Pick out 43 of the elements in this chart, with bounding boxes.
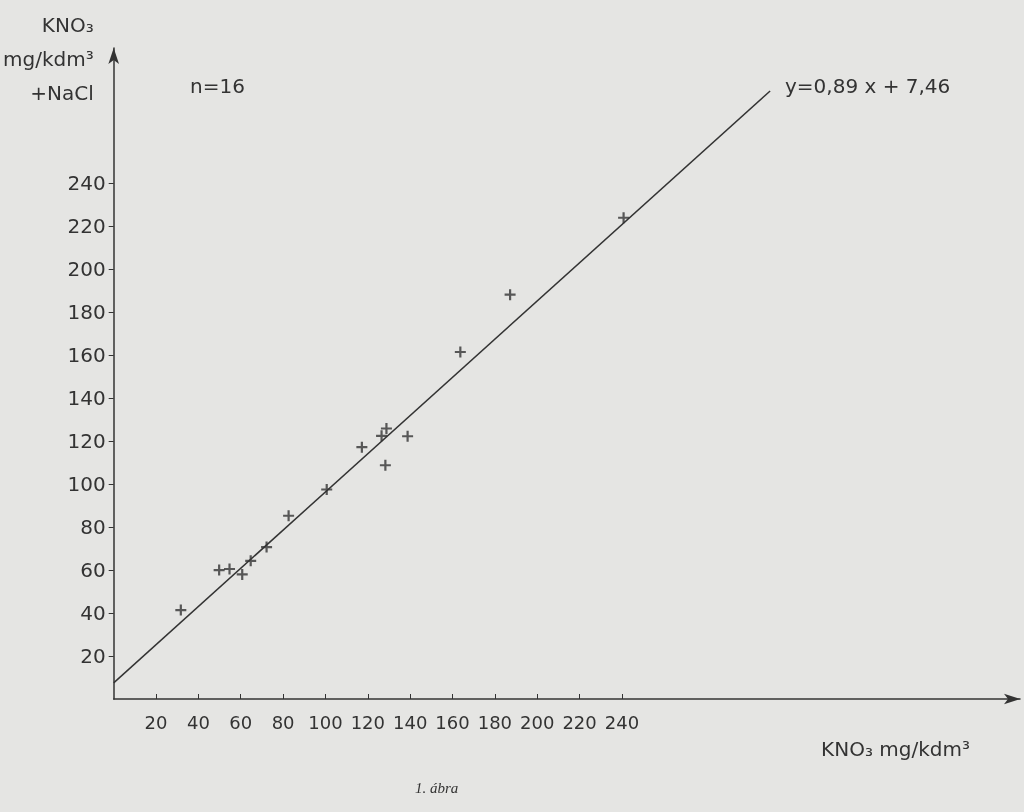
- point: [504, 289, 516, 301]
- x-tick-label: 100: [308, 711, 343, 733]
- y-tick-label: 40: [80, 601, 106, 626]
- x-tick-label: 160: [435, 711, 470, 733]
- y-tick-label: 20: [80, 644, 106, 669]
- x-tick-label: 120: [350, 711, 385, 733]
- y-tick-label: 220: [67, 214, 106, 239]
- point: [454, 346, 466, 358]
- x-axis-title: KNO₃ mg/kdm³: [821, 737, 970, 761]
- x-tick-label: 240: [604, 711, 640, 733]
- x-tick-label: 220: [562, 711, 597, 733]
- point: [379, 459, 391, 471]
- y-tick-label: 140: [67, 386, 106, 411]
- point: [618, 212, 630, 224]
- y-tick-label: 240: [67, 171, 106, 196]
- point: [380, 423, 392, 434]
- y-tick-label: 180: [67, 300, 106, 325]
- point: [402, 430, 414, 442]
- x-tick-label: 180: [477, 711, 513, 733]
- point: [261, 541, 273, 553]
- annotation: n=16: [190, 74, 245, 98]
- x-tick-label: 140: [392, 711, 428, 733]
- annotation: y=0,89 x + 7,46: [785, 74, 951, 98]
- point: [283, 510, 295, 522]
- point: [175, 604, 187, 616]
- y-tick-label: 60: [80, 558, 106, 583]
- x-tick-label: 60: [229, 711, 253, 733]
- y-tick-label: 100: [67, 472, 106, 497]
- point: [356, 441, 368, 453]
- y-tick-label: 80: [80, 515, 106, 540]
- y-tick-label: 120: [67, 429, 106, 454]
- point: [321, 484, 333, 496]
- y-axis-title: KNO₃ mg/kdm³ +NaCl: [2, 13, 94, 105]
- x-tick-label: 200: [520, 711, 555, 733]
- point: [376, 430, 388, 442]
- point: [236, 568, 248, 580]
- y-tick-label: 200: [67, 257, 106, 282]
- x-tick-label: 80: [271, 711, 295, 733]
- point: [224, 563, 236, 575]
- x-tick-label: 40: [186, 711, 210, 733]
- x-tick-label: 20: [144, 711, 168, 733]
- text: 1. ábra: [415, 779, 459, 796]
- y-tick-label: 160: [67, 343, 106, 368]
